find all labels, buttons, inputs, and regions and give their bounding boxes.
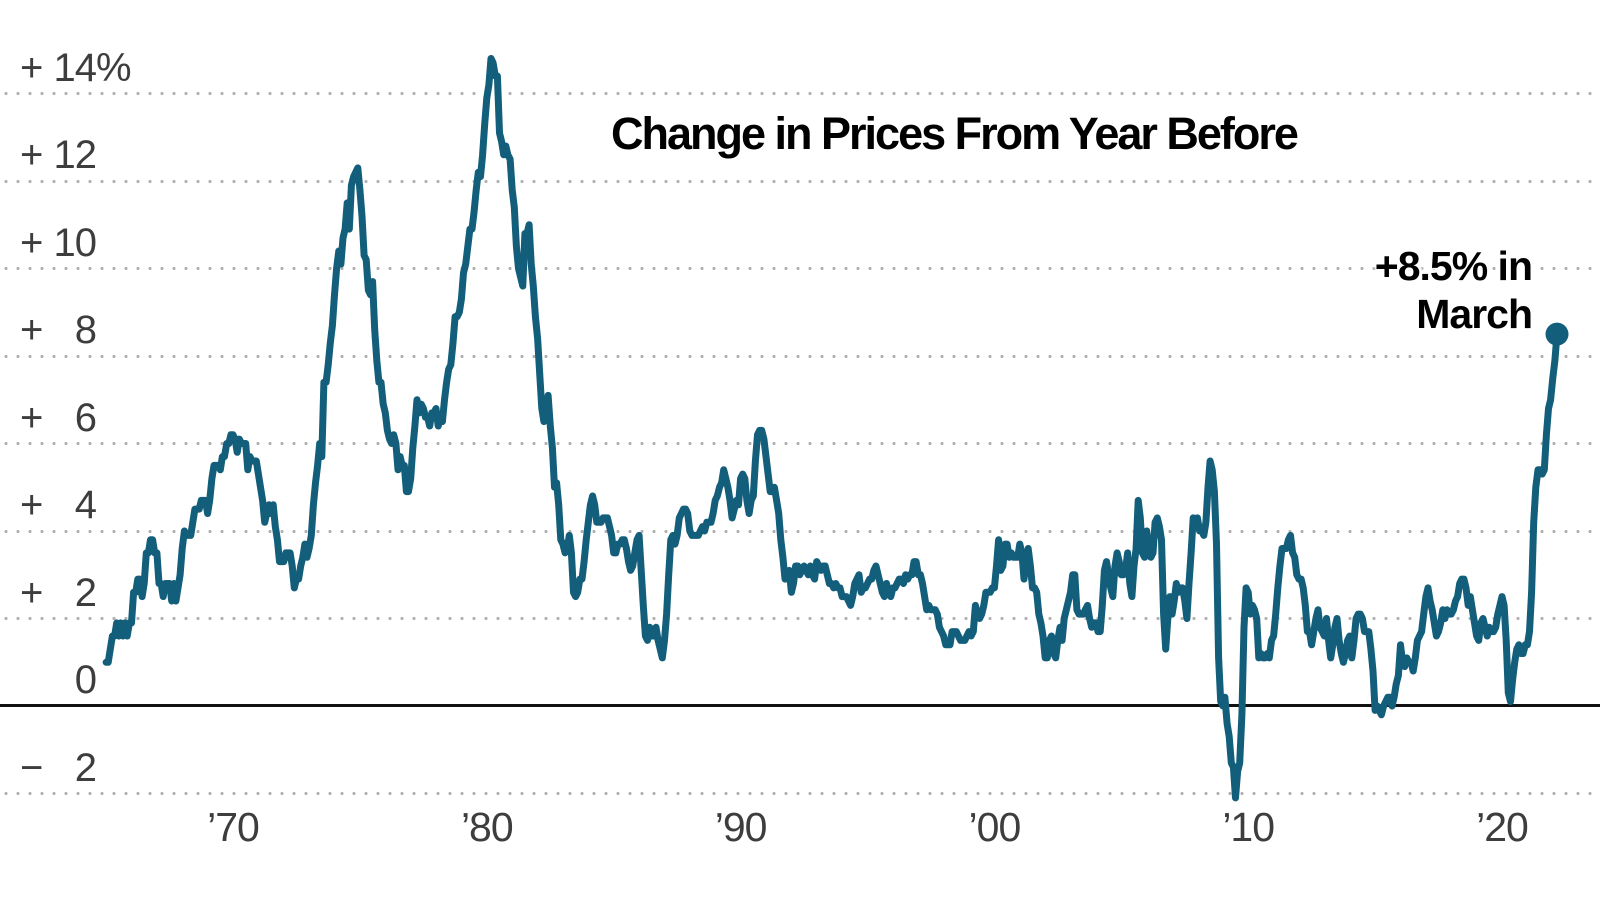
chart-title: Change in Prices From Year Before [611,108,1299,159]
gridline-8 [0,354,1600,358]
percent-sign: % [96,45,132,90]
annotation-line-1: +8.5% in [1374,243,1533,289]
y-tick-label-0: 0 [74,658,97,702]
cpi-yoy-line [102,55,1561,802]
y-tick-label-10: +10 [20,220,97,265]
y-tick-label--2: −2 [20,745,97,790]
y-tick-label-12: +12 [20,133,97,177]
x-tick-label-2020: ’20 [1476,804,1529,850]
zero-axis-line [0,704,1600,707]
annotation-line-2: March [1416,291,1533,337]
gridline-12 [0,179,1600,183]
x-tick-label-2000: ’00 [968,804,1022,850]
latest-value-annotation: +8.5% in March [1374,242,1533,338]
y-tick-label-4: +4 [20,483,97,527]
y-tick-label-8: +8 [20,308,97,352]
gridline--2 [0,792,1600,795]
gridline-14 [0,92,1600,95]
x-tick-label-2010: ’10 [1222,804,1275,850]
x-tick-label-1990: ’90 [714,804,768,850]
x-tick-label-1970: ’70 [207,804,260,850]
gridline-2 [0,617,1600,620]
gridline-10 [0,267,1600,270]
y-tick-label-6: +6 [20,395,97,440]
y-tick-label-14: +14% [20,45,132,90]
y-tick-label-2: +2 [20,570,97,615]
latest-value-dot [1545,322,1569,346]
gridline-6 [0,442,1600,445]
x-tick-label-1980: ’80 [460,804,514,850]
gridline-4 [0,529,1600,533]
